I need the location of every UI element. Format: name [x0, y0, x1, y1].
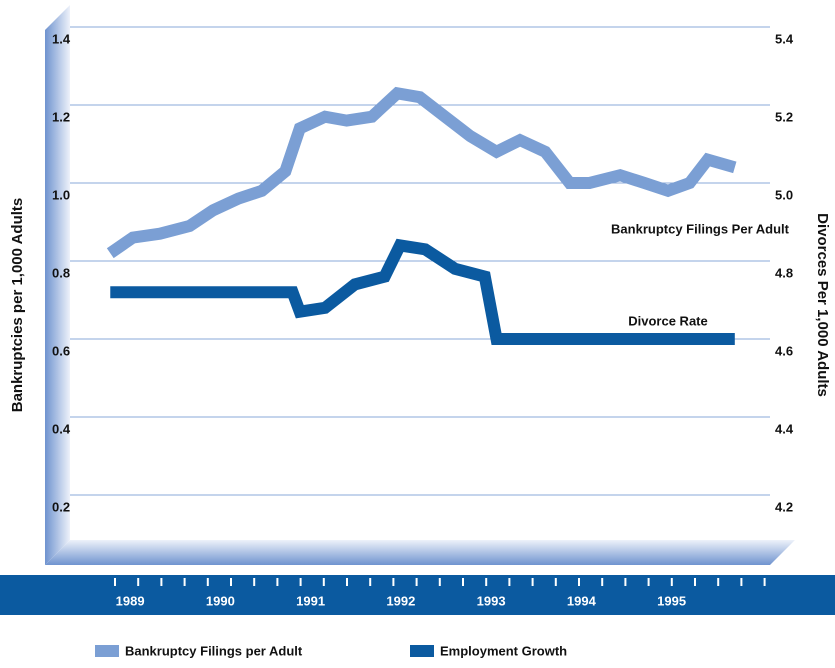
x-tick-label: 1992 [386, 593, 415, 608]
legend-swatch [410, 645, 434, 657]
legend-swatch [95, 645, 119, 657]
legend-label: Employment Growth [440, 643, 567, 658]
y-tick-label: 1.4 [52, 31, 71, 46]
y-tick-label: 0.8 [52, 265, 70, 280]
y2-tick-label: 4.2 [775, 499, 793, 514]
x-tick-label: 1989 [116, 593, 145, 608]
series-line [110, 238, 735, 345]
y2-tick-label: 4.4 [775, 421, 794, 436]
y-tick-label: 0.6 [52, 343, 70, 358]
annotation: Divorce Rate [628, 313, 707, 328]
y2-tick-label: 5.2 [775, 109, 793, 124]
y-tick-label: 1.2 [52, 109, 70, 124]
x-tick-label: 1993 [477, 593, 506, 608]
x-tick-label: 1991 [296, 593, 325, 608]
floor [45, 540, 795, 565]
y2-axis-title: Divorces Per 1,000 Adults [814, 213, 831, 397]
y-axis-title: Bankruptcies per 1,000 Adults [9, 198, 26, 413]
y2-tick-label: 5.4 [775, 31, 794, 46]
series-line [106, 86, 737, 259]
y2-tick-label: 4.8 [775, 265, 793, 280]
legend-label: Bankruptcy Filings per Adult [125, 643, 303, 658]
x-tick-label: 1990 [206, 593, 235, 608]
x-tick-label: 1994 [567, 593, 597, 608]
y2-tick-label: 4.6 [775, 343, 793, 358]
y-tick-label: 0.2 [52, 499, 70, 514]
y-tick-label: 1.0 [52, 187, 70, 202]
annotation: Bankruptcy Filings Per Adult [611, 221, 790, 236]
y2-tick-label: 5.0 [775, 187, 793, 202]
left-wall [45, 5, 70, 565]
y-tick-label: 0.4 [52, 421, 71, 436]
x-tick-label: 1995 [657, 593, 686, 608]
